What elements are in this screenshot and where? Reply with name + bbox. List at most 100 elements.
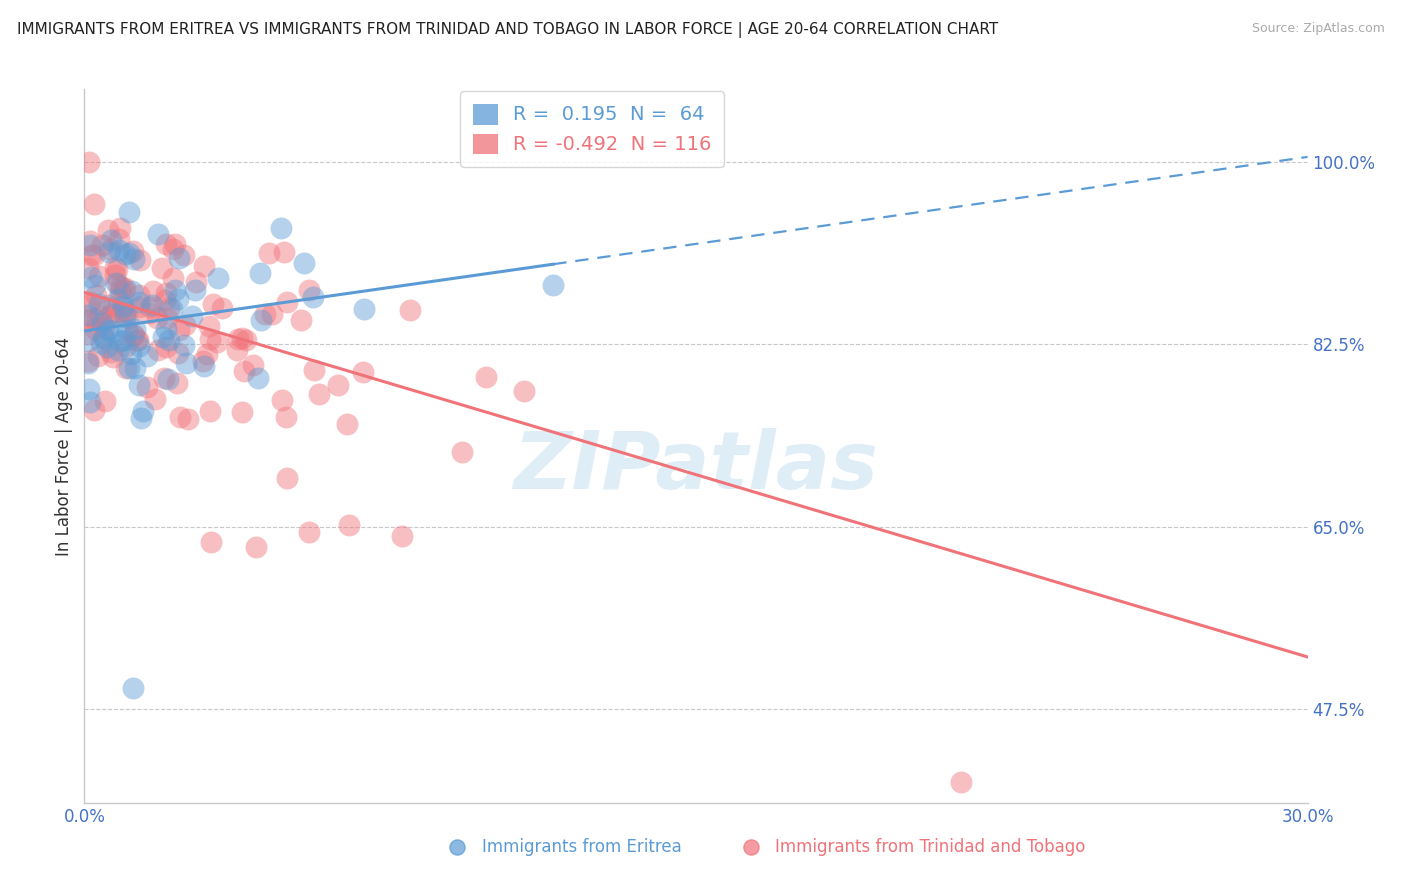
Point: [127, 333, 149, 347]
Point: [124, 321, 146, 335]
Point: [198, 332, 221, 346]
Point: [169, 409, 191, 424]
Point: [117, 310, 139, 325]
Point: [191, 353, 214, 368]
Point: [121, 284, 143, 298]
Point: [122, 681, 145, 696]
Point: [157, 301, 180, 315]
Point: [83, 248, 105, 262]
Point: [128, 377, 150, 392]
Point: [160, 302, 183, 317]
Legend: R =  0.195  N =  64, R = -0.492  N = 116: R = 0.195 N = 64, R = -0.492 N = 116: [460, 91, 724, 167]
Point: [115, 339, 138, 353]
Point: [114, 247, 136, 261]
Point: [77, 326, 100, 341]
Point: [270, 393, 292, 408]
Point: [950, 775, 973, 789]
Point: [77, 334, 100, 348]
Point: [166, 376, 188, 390]
Point: [91, 316, 114, 330]
Point: [87, 269, 110, 284]
Point: [155, 322, 177, 336]
Point: [207, 271, 229, 285]
Text: Source: ZipAtlas.com: Source: ZipAtlas.com: [1251, 22, 1385, 36]
Point: [110, 305, 132, 319]
Point: [225, 343, 247, 357]
Point: [156, 311, 179, 326]
Point: [77, 260, 100, 275]
Point: [107, 232, 129, 246]
Point: [399, 303, 422, 318]
Point: [77, 356, 100, 370]
Point: [156, 372, 179, 386]
Point: [80, 248, 103, 262]
Point: [211, 301, 233, 315]
Point: [89, 309, 111, 323]
Point: [114, 361, 136, 376]
Point: [155, 236, 177, 251]
Point: [120, 347, 142, 361]
Point: [80, 270, 103, 285]
Point: [84, 287, 107, 301]
Point: [308, 387, 330, 401]
Point: [336, 417, 359, 432]
Point: [128, 295, 150, 310]
Point: [148, 343, 170, 357]
Point: [87, 297, 110, 311]
Point: [77, 155, 100, 169]
Point: [77, 298, 100, 312]
Point: [232, 364, 254, 378]
Point: [339, 517, 361, 532]
Point: [101, 306, 124, 320]
Point: [135, 380, 157, 394]
Point: [153, 293, 176, 307]
Point: [150, 260, 173, 275]
Point: [122, 252, 145, 266]
Point: [167, 323, 190, 337]
Point: [298, 284, 321, 298]
Point: [326, 378, 349, 392]
Point: [177, 412, 200, 426]
Point: [165, 236, 187, 251]
Point: [97, 323, 120, 337]
Point: [138, 306, 160, 320]
Point: [242, 359, 264, 373]
Point: [108, 220, 131, 235]
Point: [91, 238, 114, 252]
Point: [114, 281, 136, 295]
Point: [148, 227, 170, 242]
Point: [200, 535, 222, 549]
Point: [135, 349, 157, 363]
Point: [124, 361, 146, 376]
Point: [352, 365, 374, 379]
Point: [98, 309, 121, 323]
Point: [141, 298, 163, 312]
Point: [108, 334, 131, 348]
Point: [235, 333, 257, 347]
Point: [270, 220, 292, 235]
Point: [107, 343, 129, 357]
Point: [166, 345, 188, 359]
Point: [162, 243, 184, 257]
Point: [273, 245, 295, 260]
Point: [193, 259, 215, 273]
Point: [94, 394, 117, 409]
Point: [105, 276, 128, 290]
Point: [98, 242, 121, 256]
Point: [195, 347, 218, 361]
Point: [96, 340, 118, 354]
Point: [276, 470, 298, 484]
Point: [79, 295, 101, 310]
Point: [87, 349, 110, 363]
Point: [180, 310, 202, 324]
Point: [247, 371, 270, 385]
Point: [117, 245, 139, 260]
Point: [112, 299, 135, 313]
Point: [142, 285, 165, 299]
Point: [167, 251, 190, 265]
Point: [84, 322, 107, 336]
Text: Immigrants from Eritrea: Immigrants from Eritrea: [482, 838, 682, 856]
Point: [276, 295, 298, 310]
Point: [162, 270, 184, 285]
Point: [115, 323, 138, 337]
